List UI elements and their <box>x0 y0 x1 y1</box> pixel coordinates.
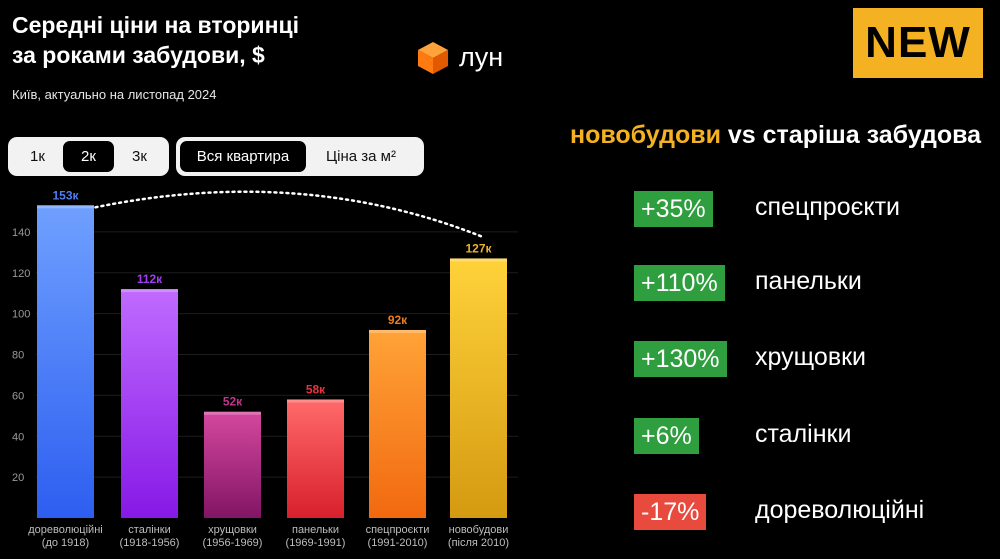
comparison-title-accent: новобудови <box>570 121 721 149</box>
data-label: 127к <box>465 241 492 255</box>
percent-badge: -17% <box>634 494 707 530</box>
chart-title: Середні ціни на вторинці за роками забуд… <box>12 10 342 70</box>
comparison-label: панельки <box>755 267 862 295</box>
data-label: 58к <box>306 382 326 396</box>
x-tick-label: спецпроєкти <box>366 524 430 536</box>
y-tick-label: 140 <box>12 227 30 239</box>
title-line-1: Середні ціни на вторинці <box>12 12 299 38</box>
y-tick-label: 40 <box>12 431 24 443</box>
data-label: 92к <box>388 313 408 327</box>
rooms-3k-button[interactable]: 3к <box>132 148 147 165</box>
rooms-1k-button[interactable]: 1к <box>30 148 45 165</box>
x-tick-label: дореволюційні <box>28 524 102 536</box>
y-tick-label: 60 <box>12 390 24 402</box>
x-tick-label: (1969-1991) <box>286 537 346 549</box>
bar <box>450 258 507 518</box>
comparison-arc <box>94 190 483 238</box>
new-badge: NEW <box>853 8 983 78</box>
bar <box>37 205 94 518</box>
subtitle: Київ, актуально на листопад 2024 <box>12 87 217 102</box>
percent-badge: +130% <box>634 341 727 377</box>
x-tick-label: (після 2010) <box>448 537 509 549</box>
y-tick-label: 20 <box>12 472 24 484</box>
bar-cap <box>287 399 344 403</box>
bar-cap <box>450 258 507 262</box>
y-tick-label: 80 <box>12 350 24 362</box>
y-tick-label: 120 <box>12 268 30 280</box>
comparison-title: новобудови vs старіша забудова <box>570 121 981 150</box>
logo-text: лун <box>459 42 504 72</box>
bar <box>121 289 178 518</box>
rooms-switch: 1к 2к 3к <box>8 137 169 176</box>
comparison-label: дореволюційні <box>755 496 925 524</box>
whole-apartment-button[interactable]: Вся квартира <box>180 141 306 172</box>
data-label: 153к <box>52 188 79 202</box>
x-tick-label: (1991-2010) <box>368 537 428 549</box>
rooms-2k-button[interactable]: 2к <box>63 141 114 172</box>
comparison-title-rest: vs старіша забудова <box>720 121 982 149</box>
bar-cap <box>37 205 94 209</box>
bar-chart: 20 40 60 80 100 120 140 153к дореволюційні(до 19… <box>12 188 518 549</box>
cube-logo-icon <box>418 42 448 74</box>
x-tick-label: панельки <box>292 524 339 536</box>
percent-badge: +6% <box>634 418 699 454</box>
x-tick-label: сталінки <box>128 524 170 536</box>
price-mode-switch: Вся квартира Ціна за м² <box>176 137 424 176</box>
lun-logo: лун <box>415 40 515 76</box>
price-per-m2-button[interactable]: Ціна за м² <box>326 148 396 165</box>
x-tick-label: хрущовки <box>208 524 257 536</box>
x-tick-label: новобудови <box>449 524 509 536</box>
comparison-label: спецпроєкти <box>755 193 900 221</box>
y-tick-label: 100 <box>12 309 30 321</box>
title-line-2: за роками забудови, $ <box>12 42 265 68</box>
comparison-label: сталінки <box>755 420 852 448</box>
data-label: 112к <box>137 272 163 286</box>
x-tick-label: (1956-1969) <box>203 537 263 549</box>
bar <box>287 399 344 518</box>
bar <box>204 411 261 518</box>
x-tick-label: (1918-1956) <box>120 537 180 549</box>
bar <box>369 329 426 518</box>
percent-badge: +35% <box>634 191 713 227</box>
data-label: 52к <box>223 395 243 409</box>
bar-cap <box>369 329 426 333</box>
x-tick-label: (до 1918) <box>42 537 89 549</box>
bar-cap <box>204 411 261 415</box>
comparison-label: хрущовки <box>755 343 866 371</box>
percent-badge: +110% <box>634 265 725 301</box>
bar-cap <box>121 289 178 293</box>
